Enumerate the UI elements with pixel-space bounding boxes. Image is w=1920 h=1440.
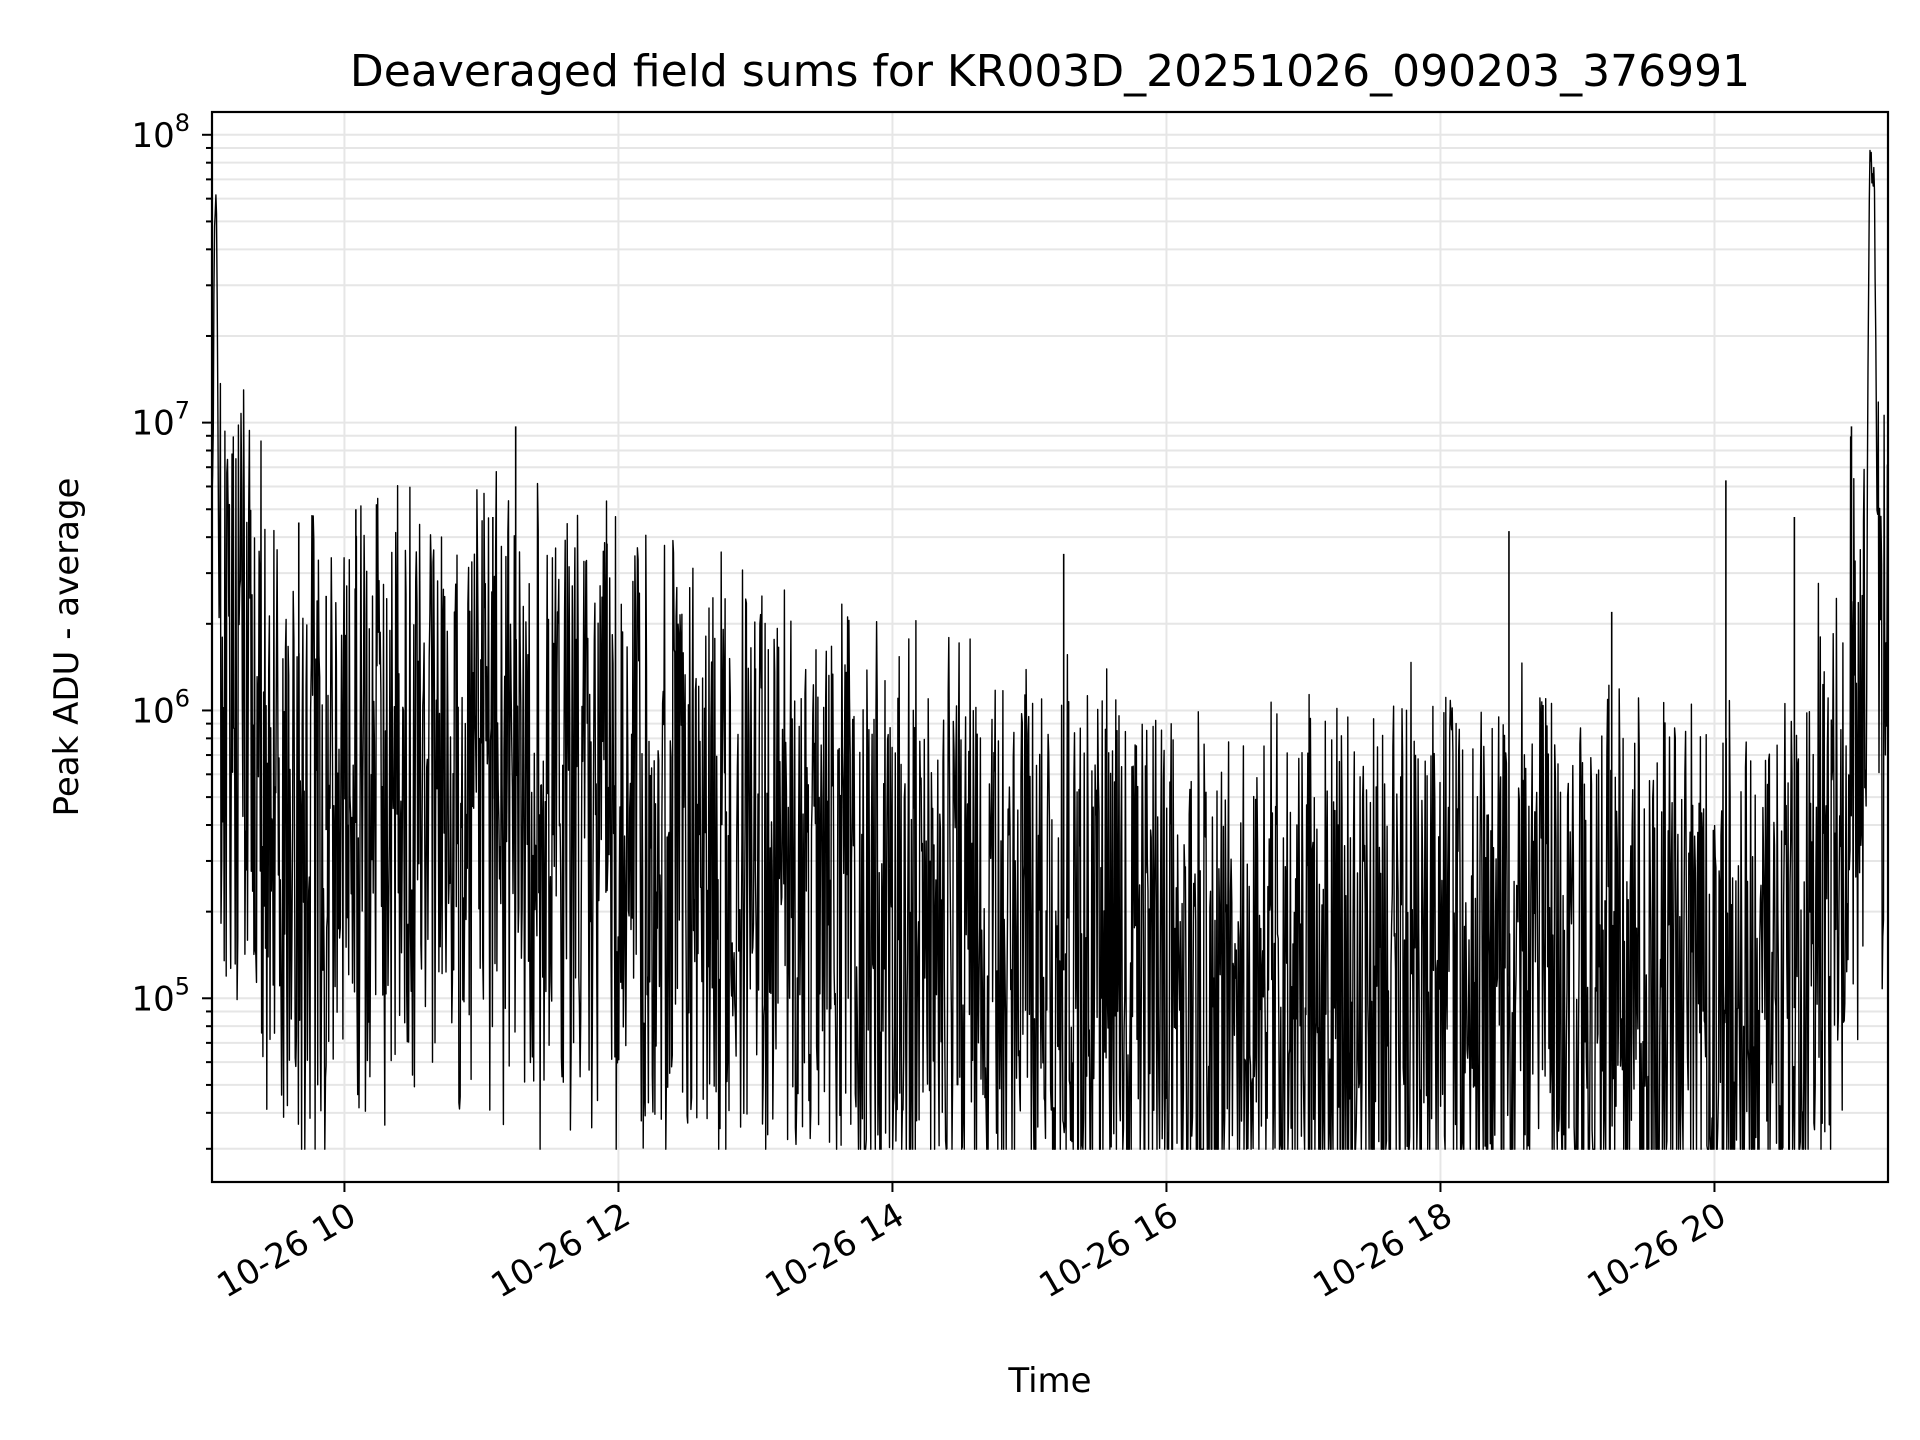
y-tick-label: 106	[131, 684, 190, 731]
y-tick-label: 107	[131, 397, 190, 444]
y-tick-label: 108	[131, 109, 190, 156]
chart-title: Deaveraged field sums for KR003D_2025102…	[350, 46, 1750, 97]
series-line-group	[211, 149, 1889, 1150]
series-line	[211, 149, 1889, 1150]
y-tick-label: 105	[131, 972, 190, 1019]
y-axis-label: Peak ADU - average	[47, 478, 87, 817]
x-axis-label: Time	[1007, 1361, 1091, 1401]
axes-frame	[210, 110, 1890, 1184]
